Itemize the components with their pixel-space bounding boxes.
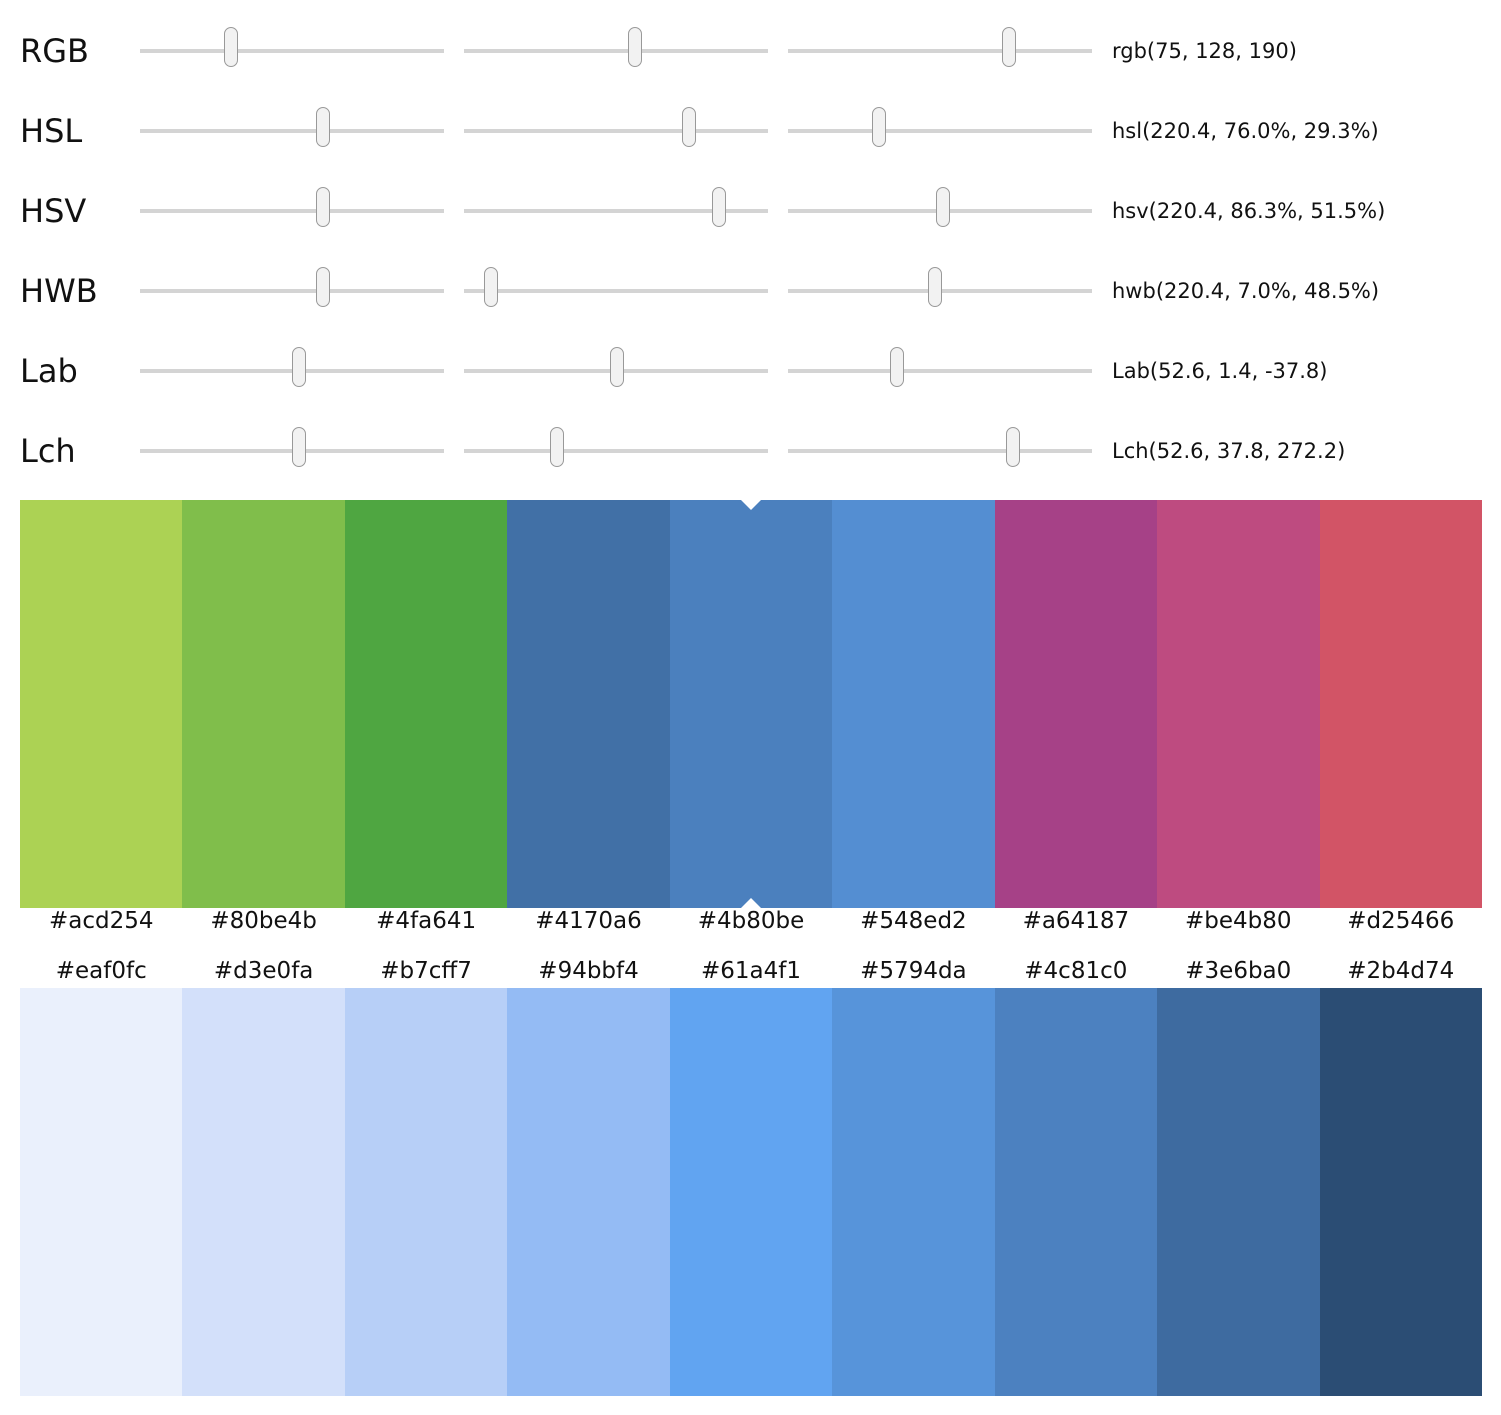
- slider-track-1[interactable]: [140, 427, 444, 467]
- harmony-hex-labels: #acd254 #80be4b #4fa641 #4170a6 #4b80be #548e…: [20, 908, 1482, 934]
- slider-thumb[interactable]: [928, 267, 943, 307]
- slider-thumb[interactable]: [935, 187, 950, 227]
- harmony-swatch[interactable]: [20, 500, 183, 908]
- slider-thumb[interactable]: [315, 107, 330, 147]
- color-value-text: hsl(220.4, 76.0%, 29.3%): [1112, 119, 1379, 143]
- shade-swatch[interactable]: [344, 988, 508, 1396]
- shade-hex-label: #d3e0fa: [213, 958, 314, 984]
- color-value-text: Lch(52.6, 37.8, 272.2): [1112, 439, 1346, 463]
- harmony-swatch[interactable]: [832, 500, 995, 908]
- selected-marker-bottom: [741, 898, 761, 908]
- shade-hex-labels: #eaf0fc #d3e0fa #b7cff7 #94bbf4 #61a4f1 #5794…: [20, 958, 1482, 984]
- color-value-text: hwb(220.4, 7.0%, 48.5%): [1112, 279, 1380, 303]
- slider-thumb[interactable]: [1005, 427, 1020, 467]
- shade-hex-label: #5794da: [860, 958, 967, 984]
- slider-track-1[interactable]: [140, 107, 444, 147]
- shade-hex-label: #2b4d74: [1347, 958, 1455, 984]
- slider-thumb[interactable]: [483, 267, 498, 307]
- slider-track-2[interactable]: [464, 27, 768, 67]
- slider-row-lab: Lab Lab(52.6, 1.4, -37.8): [0, 347, 1501, 391]
- slider-track-3[interactable]: [788, 107, 1092, 147]
- harmony-swatch[interactable]: [182, 500, 345, 908]
- slider-row-hwb: HWB hwb(220.4, 7.0%, 48.5%): [0, 267, 1501, 311]
- harmony-swatch[interactable]: [344, 500, 508, 908]
- harmony-hex-label: #4170a6: [535, 908, 642, 934]
- slider-thumb[interactable]: [610, 347, 625, 387]
- shade-swatch[interactable]: [1319, 988, 1482, 1396]
- slider-thumb[interactable]: [549, 427, 564, 467]
- shade-swatch[interactable]: [20, 988, 183, 1396]
- model-label: HSL: [20, 112, 83, 150]
- shade-swatch[interactable]: [669, 988, 833, 1396]
- slider-thumb[interactable]: [1001, 27, 1016, 67]
- harmony-hex-label: #acd254: [48, 908, 154, 934]
- slider-track-3[interactable]: [788, 347, 1092, 387]
- slider-row-rgb: RGB rgb(75, 128, 190): [0, 27, 1501, 71]
- slider-track-3[interactable]: [788, 27, 1092, 67]
- harmony-hex-label: #4fa641: [376, 908, 477, 934]
- slider-thumb[interactable]: [291, 347, 306, 387]
- selected-marker-top: [741, 500, 761, 510]
- slider-row-hsl: HSL hsl(220.4, 76.0%, 29.3%): [0, 107, 1501, 151]
- harmony-hex-label: #548ed2: [860, 908, 967, 934]
- slider-row-lch: Lch Lch(52.6, 37.8, 272.2): [0, 427, 1501, 471]
- slider-track-2[interactable]: [464, 347, 768, 387]
- slider-track-2[interactable]: [464, 267, 768, 307]
- model-label: RGB: [20, 32, 89, 70]
- shade-hex-label: #4c81c0: [1024, 958, 1128, 984]
- slider-track-3[interactable]: [788, 427, 1092, 467]
- shade-hex-label: #61a4f1: [700, 958, 801, 984]
- slider-track-1[interactable]: [140, 27, 444, 67]
- harmony-swatch[interactable]: [507, 500, 670, 908]
- shade-palette: [20, 988, 1482, 1396]
- model-label: HSV: [20, 192, 87, 230]
- slider-track-3[interactable]: [788, 187, 1092, 227]
- shade-swatch[interactable]: [182, 988, 345, 1396]
- slider-thumb[interactable]: [681, 107, 696, 147]
- color-value-text: hsv(220.4, 86.3%, 51.5%): [1112, 199, 1386, 223]
- shade-swatch[interactable]: [832, 988, 995, 1396]
- harmony-swatch[interactable]: [994, 500, 1158, 908]
- harmony-swatch[interactable]: [1319, 500, 1482, 908]
- slider-thumb[interactable]: [872, 107, 887, 147]
- shade-hex-label: #94bbf4: [538, 958, 639, 984]
- slider-track-3[interactable]: [788, 267, 1092, 307]
- slider-track-1[interactable]: [140, 187, 444, 227]
- slider-track-2[interactable]: [464, 107, 768, 147]
- harmony-swatch[interactable]: [1157, 500, 1320, 908]
- slider-thumb[interactable]: [224, 27, 239, 67]
- harmony-palette: [20, 500, 1482, 908]
- slider-track-2[interactable]: [464, 187, 768, 227]
- model-label: Lch: [20, 432, 76, 470]
- model-label: HWB: [20, 272, 98, 310]
- slider-thumb[interactable]: [628, 27, 643, 67]
- slider-thumb[interactable]: [315, 267, 330, 307]
- shade-hex-label: #3e6ba0: [1185, 958, 1292, 984]
- model-label: Lab: [20, 352, 78, 390]
- slider-track-1[interactable]: [140, 267, 444, 307]
- slider-thumb[interactable]: [291, 427, 306, 467]
- harmony-hex-label: #d25466: [1347, 908, 1455, 934]
- shade-swatch[interactable]: [507, 988, 670, 1396]
- slider-thumb[interactable]: [890, 347, 905, 387]
- shade-swatch[interactable]: [1157, 988, 1320, 1396]
- slider-track-2[interactable]: [464, 427, 768, 467]
- shade-swatch[interactable]: [994, 988, 1158, 1396]
- harmony-hex-label: #a64187: [1022, 908, 1130, 934]
- shade-hex-label: #eaf0fc: [55, 958, 147, 984]
- harmony-hex-label: #4b80be: [697, 908, 805, 934]
- slider-row-hsv: HSV hsv(220.4, 86.3%, 51.5%): [0, 187, 1501, 231]
- shade-hex-label: #b7cff7: [380, 958, 472, 984]
- color-value-text: rgb(75, 128, 190): [1112, 39, 1297, 63]
- slider-thumb[interactable]: [711, 187, 726, 227]
- harmony-hex-label: #80be4b: [210, 908, 317, 934]
- harmony-swatch[interactable]: [669, 500, 833, 908]
- harmony-hex-label: #be4b80: [1185, 908, 1292, 934]
- color-value-text: Lab(52.6, 1.4, -37.8): [1112, 359, 1328, 383]
- slider-thumb[interactable]: [315, 187, 330, 227]
- slider-track-1[interactable]: [140, 347, 444, 387]
